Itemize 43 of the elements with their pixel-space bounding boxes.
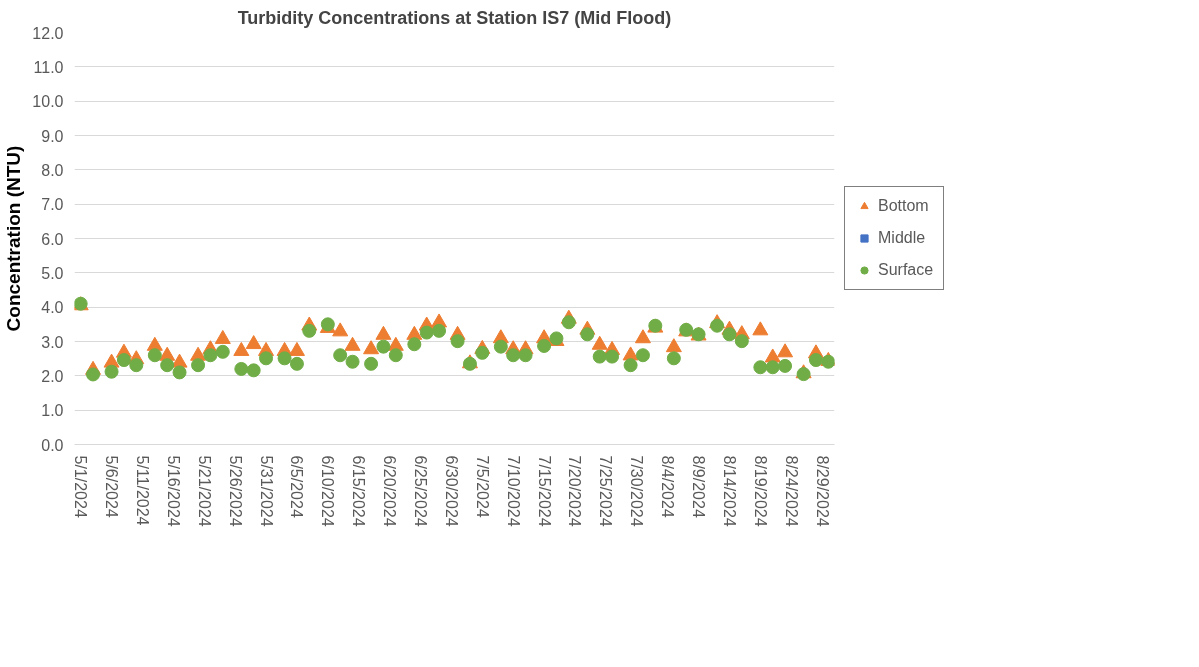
x-tick-label: 5/16/2024: [164, 455, 182, 527]
x-tick-label: 7/10/2024: [504, 455, 522, 527]
x-tick-label: 5/26/2024: [226, 455, 244, 527]
legend-label: Middle: [878, 229, 926, 247]
legend-label: Bottom: [878, 197, 929, 215]
x-tick-label: 6/15/2024: [350, 455, 368, 527]
x-tick-label: 7/5/2024: [473, 455, 491, 518]
x-tick-label: 8/29/2024: [813, 455, 831, 527]
x-tick-label: 8/19/2024: [751, 455, 769, 527]
x-tick-label: 8/9/2024: [690, 455, 708, 518]
x-tick-label: 7/25/2024: [597, 455, 615, 527]
x-tick-label: 7/20/2024: [566, 455, 584, 527]
y-tick-label: 5.0: [41, 264, 64, 282]
y-tick-label: 6.0: [41, 230, 64, 248]
x-tick-label: 6/5/2024: [288, 455, 306, 518]
y-tick-label: 8.0: [41, 161, 64, 179]
y-tick-label: 4.0: [41, 299, 64, 317]
x-tick-label: 5/1/2024: [72, 455, 90, 518]
x-tick-label: 5/11/2024: [133, 455, 151, 526]
y-axis-title: Concentration (NTU): [3, 145, 25, 332]
y-tick-label: 3.0: [41, 333, 64, 351]
x-tick-label: 8/4/2024: [659, 455, 677, 518]
y-tick-label: 7.0: [41, 196, 64, 214]
x-tick-label: 7/30/2024: [628, 455, 646, 527]
x-tick-label: 8/14/2024: [720, 455, 738, 527]
y-tick-label: 10.0: [32, 93, 64, 111]
x-tick-label: 6/20/2024: [381, 455, 399, 527]
y-tick-label: 0.0: [41, 436, 64, 454]
x-tick-label: 6/10/2024: [319, 455, 337, 527]
y-tick-label: 2.0: [41, 367, 64, 385]
legend-label: Surface: [878, 261, 934, 279]
chart-title: Turbidity Concentrations at Station IS7 (Mid Flood): [237, 7, 672, 28]
x-tick-label: 5/21/2024: [195, 455, 213, 527]
x-tick-label: 7/15/2024: [535, 455, 553, 527]
x-tick-label: 8/24/2024: [782, 455, 800, 527]
y-tick-label: 12.0: [32, 24, 64, 42]
x-tick-label: 5/6/2024: [103, 455, 121, 518]
x-tick-label: 6/25/2024: [412, 455, 430, 527]
y-tick-label: 11.0: [33, 58, 64, 76]
y-tick-label: 9.0: [41, 127, 64, 145]
x-tick-label: 5/31/2024: [257, 455, 275, 527]
y-tick-label: 1.0: [41, 402, 64, 420]
x-tick-label: 6/30/2024: [442, 455, 460, 527]
